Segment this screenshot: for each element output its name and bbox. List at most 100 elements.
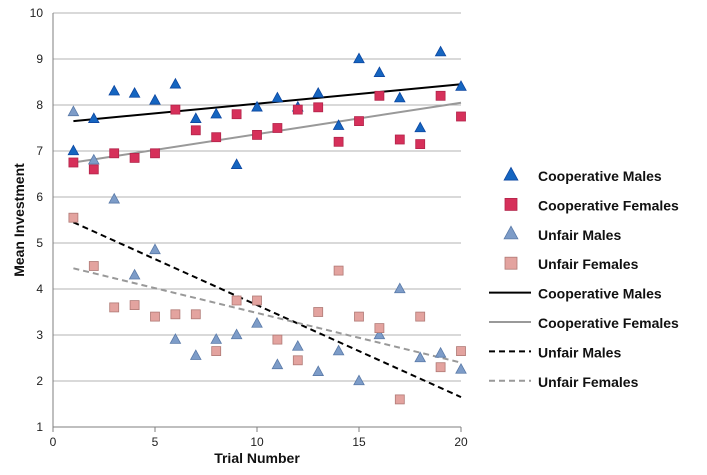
unfair-females-point-14 (333, 265, 344, 276)
cooperative-males-point-8 (210, 107, 223, 119)
unfair-males-point-4 (128, 268, 141, 280)
unfair-females-point-13 (313, 307, 324, 317)
cooperative-males-point-17 (393, 91, 406, 103)
y-tick-label-8: 8 (36, 98, 43, 112)
y-tick-label-6: 6 (36, 190, 43, 204)
data-points (67, 45, 467, 405)
y-tick-label-2: 2 (36, 374, 43, 388)
unfair-males-point-15 (353, 374, 365, 386)
cooperative-males-point-15 (353, 52, 365, 64)
cooperative-females-point-9 (231, 109, 242, 120)
unfair-males-point-10 (251, 316, 263, 328)
unfair-females-point-20 (456, 346, 466, 357)
unfair-females-point-11 (272, 334, 283, 345)
y-tick-label-9: 9 (36, 52, 43, 66)
unfair-males-point-6 (169, 333, 182, 344)
unfair-females-point-19 (435, 362, 446, 373)
unfair-females-point-15 (354, 311, 364, 322)
cooperative-females-point-12 (292, 104, 303, 115)
unfair-males-point-9 (230, 328, 243, 340)
x-tick-label-10: 10 (250, 435, 264, 449)
unfair-males-point-17 (393, 282, 406, 294)
x-axis-title: Trial Number (214, 450, 300, 466)
cooperative-females-point-6 (170, 104, 181, 115)
legend-label-unfair-females: Unfair Females (538, 256, 639, 272)
unfair-males-point-1 (67, 105, 80, 117)
y-tick-label-4: 4 (36, 282, 43, 296)
y-axis-title: Mean Investment (11, 163, 27, 277)
cooperative-males-point-16 (373, 66, 386, 77)
cooperative-females-point-8 (211, 132, 222, 143)
trendline-unfair-females-dashed (73, 267, 462, 364)
unfair-females-point-17 (394, 394, 405, 405)
cooperative-males-point-19 (434, 45, 447, 57)
cooperative-females-point-15 (354, 116, 364, 126)
y-tick-label-1: 1 (36, 420, 43, 434)
x-tick-label-0: 0 (50, 435, 57, 449)
cooperative-males-point-9 (230, 158, 243, 169)
unfair-males-point-16 (373, 328, 386, 340)
cooperative-males-point-11 (271, 91, 284, 103)
legend-label-cooperative-males: Cooperative Males (538, 168, 662, 184)
cooperative-males-point-14 (332, 119, 345, 130)
cooperative-females-point-10 (252, 129, 262, 140)
unfair-males-point-2 (87, 153, 100, 165)
unfair-females-point-3 (109, 302, 120, 313)
unfair-females-point-18 (415, 311, 426, 322)
cooperative-males-point-6 (169, 77, 182, 89)
cooperative-females-point-7 (190, 125, 201, 136)
legend-label-cooperative-females: Cooperative Females (538, 197, 679, 213)
unfair-males-point-19 (434, 346, 447, 358)
cooperative-females-point-16 (374, 90, 385, 101)
cooperative-males-point-3 (108, 84, 121, 96)
cooperative-females-point-11 (272, 123, 283, 133)
unfair-males-point-7 (189, 349, 202, 360)
x-tick-label-5: 5 (152, 435, 159, 449)
unfair-males-point-5 (149, 243, 161, 255)
unfair-males-point-18 (414, 351, 427, 363)
cooperative-males-point-20 (455, 80, 467, 91)
cooperative-males-point-1 (67, 144, 80, 156)
trendlines (72, 83, 462, 399)
unfair-females-point-5 (150, 311, 160, 322)
cooperative-females-point-1 (68, 157, 79, 168)
y-tick-label-5: 5 (36, 236, 43, 250)
y-tick-label-3: 3 (36, 328, 43, 342)
legend-marker-cooperative-females (504, 197, 518, 211)
trendline-cooperative-females-solid (73, 101, 462, 164)
unfair-males-point-14 (332, 344, 345, 356)
cooperative-females-point-17 (394, 134, 405, 145)
unfair-males-point-11 (271, 358, 284, 370)
unfair-males-point-20 (455, 362, 467, 374)
legend-label-unfair-males: Unfair Males (538, 227, 621, 243)
legend-marker-unfair-females (504, 256, 518, 270)
trendline-cooperative-males-solid (73, 83, 462, 123)
cooperative-males-point-4 (128, 86, 141, 98)
unfair-females-point-16 (374, 323, 385, 334)
unfair-males-point-8 (210, 333, 223, 344)
cooperative-females-point-18 (415, 139, 426, 150)
unfair-females-point-6 (170, 309, 181, 320)
cooperative-females-point-5 (150, 148, 160, 159)
unfair-females-point-8 (211, 346, 222, 357)
cooperative-males-point-13 (312, 86, 325, 98)
cooperative-females-point-2 (88, 164, 99, 175)
cooperative-males-point-10 (251, 100, 263, 112)
cooperative-females-point-3 (109, 148, 120, 159)
legend-trend-label-cooperative-males-solid: Cooperative Males (538, 286, 662, 302)
y-tick-label-7: 7 (36, 144, 43, 158)
cooperative-females-point-4 (129, 152, 140, 163)
unfair-females-point-1 (68, 212, 79, 223)
x-tick-label-15: 15 (352, 435, 366, 449)
cooperative-males-point-7 (189, 112, 202, 123)
unfair-females-point-7 (190, 309, 201, 320)
x-tick-label-20: 20 (454, 435, 468, 449)
cooperative-females-point-13 (313, 102, 324, 113)
unfair-males-point-12 (291, 339, 304, 351)
unfair-males-point-13 (312, 365, 325, 376)
unfair-females-point-2 (88, 261, 99, 271)
legend-trend-label-unfair-males-dashed: Unfair Males (538, 344, 621, 360)
y-tick-label-10: 10 (30, 6, 44, 20)
axes (52, 13, 462, 432)
